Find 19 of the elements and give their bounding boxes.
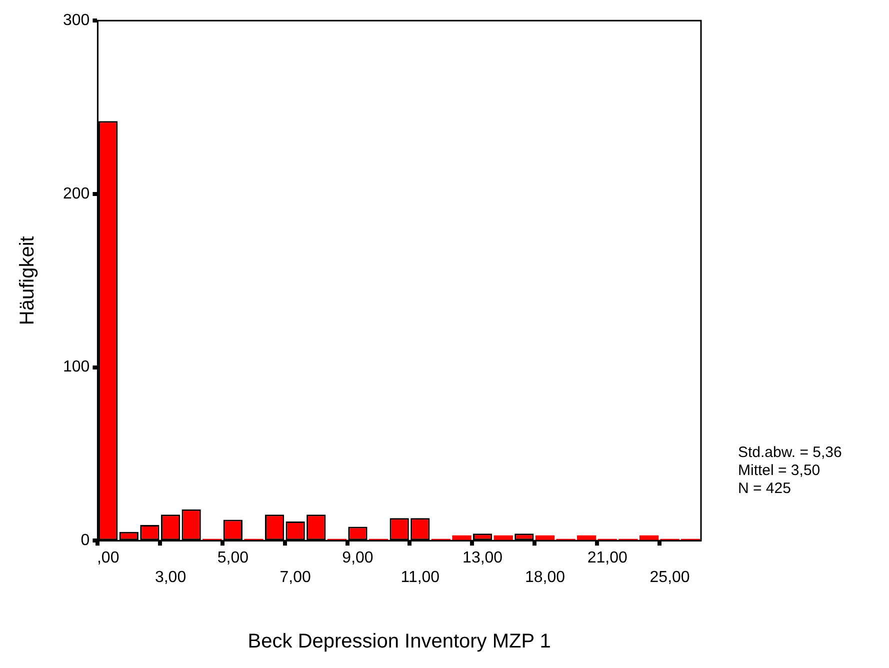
x-tick-label: 11,00 <box>400 568 440 586</box>
x-axis-title: Beck Depression Inventory MZP 1 <box>248 630 551 653</box>
text: Mittel = 3,50 <box>738 462 822 480</box>
x-tick-label: 21,00 <box>587 550 628 567</box>
x-tick-label: ,00 <box>96 550 120 567</box>
x-tick-label: 25,00 <box>650 568 690 586</box>
text: Std.abw. = 5,36 <box>738 444 842 462</box>
y-axis-title: Häufigkeit <box>16 236 39 326</box>
x-tick-label: 3,00 <box>154 568 186 586</box>
text: N = 425 <box>738 480 792 498</box>
x-tick-label: 13,00 <box>462 550 503 567</box>
y-tick-label: 200 <box>62 185 90 202</box>
y-tick-label: 300 <box>62 12 90 30</box>
x-tick-label: 18,00 <box>524 568 566 586</box>
x-tick-label: 9,00 <box>342 550 374 567</box>
x-tick-label: 7,00 <box>280 568 311 586</box>
x-tick-label: 5,00 <box>217 550 249 567</box>
y-tick-label: 100 <box>62 358 90 376</box>
y-tick-label: 0 <box>80 532 90 550</box>
